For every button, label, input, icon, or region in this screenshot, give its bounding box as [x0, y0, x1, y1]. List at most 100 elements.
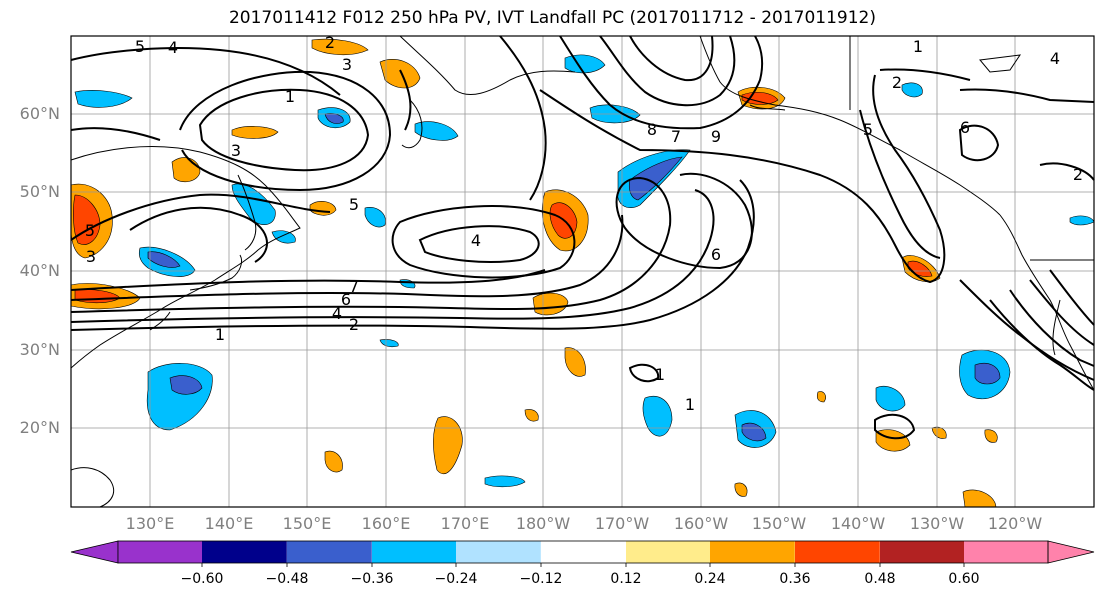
lon-label: 150°E: [282, 514, 332, 533]
colorbar-tick-label: −0.24: [434, 571, 478, 587]
lon-label: 150°W: [751, 514, 807, 533]
contour-line: [874, 413, 916, 440]
negative-anomaly: [974, 362, 1001, 385]
colorbar-swatch: [541, 541, 626, 563]
contour-label: 2: [892, 73, 902, 92]
contour-line: [70, 214, 624, 301]
negative-anomaly: [901, 82, 923, 98]
contour-label: 5: [349, 195, 359, 214]
contour-line: [628, 363, 660, 383]
lon-label: 180°W: [515, 514, 571, 533]
positive-anomaly: [816, 391, 826, 403]
contour-label: 6: [341, 290, 351, 309]
coastlines: [70, 35, 1095, 508]
lon-label: 170°W: [594, 514, 650, 533]
positive-anomaly: [379, 58, 421, 89]
negative-anomaly: [875, 385, 906, 412]
colorbar-tick-label: 0.12: [610, 571, 642, 587]
positive-anomaly: [984, 429, 998, 443]
lon-label: 160°E: [361, 514, 411, 533]
colorbar-swatch: [795, 541, 880, 563]
colorbar-extend-low: [70, 540, 119, 564]
map-border: [70, 35, 1095, 508]
contour-line: [70, 189, 715, 323]
positive-anomaly: [324, 450, 343, 473]
contour-label: 4: [332, 304, 342, 323]
contour-line: [539, 74, 946, 284]
colorbar-tick-label: −0.36: [350, 571, 394, 587]
contour-line: [70, 47, 341, 96]
map-title: 2017011412 F012 250 hPa PV, IVT Landfall…: [228, 8, 876, 28]
lon-label: 140°E: [204, 514, 254, 533]
positive-anomaly: [734, 482, 748, 497]
lat-label: 40°N: [19, 261, 60, 280]
lon-label: 140°W: [830, 514, 886, 533]
colorbar-swatch: [456, 541, 541, 563]
contour-line: [179, 70, 392, 192]
colorbar-swatch: [964, 541, 1049, 563]
lon-label: 170°E: [440, 514, 490, 533]
contour-label: 6: [711, 245, 721, 264]
contour-label: 5: [135, 37, 145, 56]
negative-anomaly: [74, 90, 133, 108]
contour-line: [599, 35, 736, 107]
contour-label: 1: [685, 395, 695, 414]
contour-label: 2: [1073, 165, 1083, 184]
negative-anomaly: [484, 475, 526, 488]
contour-label: 5: [863, 120, 873, 139]
negative-anomaly: [169, 375, 203, 395]
contour-label: 1: [285, 87, 295, 106]
lat-label: 30°N: [19, 340, 60, 359]
colorbar-swatch: [118, 541, 203, 563]
negative-anomaly: [231, 183, 276, 225]
contour-line: [958, 124, 1000, 162]
contour-line: [859, 109, 941, 259]
colorbar-tick-label: 0.48: [864, 571, 896, 587]
colorbar-tick-label: 0.60: [948, 571, 980, 587]
pv-contours: [70, 35, 1095, 440]
colorbar-tick-label: 0.36: [779, 571, 811, 587]
contour-line: [418, 225, 540, 263]
colorbar-swatch: [372, 541, 457, 563]
contour-line: [129, 206, 268, 263]
contour-line: [391, 205, 576, 279]
positive-anomaly: [524, 409, 539, 422]
contour-label: 4: [1050, 49, 1060, 68]
negative-anomaly: [642, 396, 673, 437]
positive-anomaly: [433, 416, 463, 475]
colorbar: [70, 540, 1095, 567]
lat-label: 50°N: [19, 182, 60, 201]
contour-line: [1009, 289, 1095, 367]
contour-line: [70, 179, 755, 331]
contour-label: 2: [349, 315, 359, 334]
contour-label: 2: [325, 33, 335, 52]
contour-line: [959, 279, 1095, 381]
contour-line: [559, 35, 764, 130]
lat-label: 60°N: [19, 104, 60, 123]
positive-anomaly: [73, 194, 101, 245]
contour-label: 3: [86, 247, 96, 266]
lon-label: 130°W: [909, 514, 965, 533]
contour-label: 6: [960, 118, 970, 137]
contour-label: 4: [168, 38, 178, 57]
colorbar-extend-high: [1047, 540, 1095, 564]
lat-label: 20°N: [19, 418, 60, 437]
contour-line: [70, 193, 331, 241]
positive-anomaly: [875, 429, 911, 452]
contour-line: [959, 88, 1095, 103]
colorbar-tick-label: −0.60: [180, 571, 224, 587]
contour-line: [879, 68, 971, 81]
lon-label: 160°W: [673, 514, 729, 533]
colorbar-swatch: [287, 541, 372, 563]
contour-line: [198, 88, 370, 172]
contour-line: [1049, 269, 1095, 326]
contour-line: [629, 35, 714, 82]
colorbar-swatch: [202, 541, 287, 563]
negative-anomaly: [147, 251, 181, 268]
contour-label: 3: [342, 55, 352, 74]
contour-label: 1: [215, 325, 225, 344]
colorbar-tick-label: 0.24: [694, 571, 726, 587]
negative-anomaly: [379, 339, 399, 348]
colorbar-tick-label: −0.48: [265, 571, 309, 587]
